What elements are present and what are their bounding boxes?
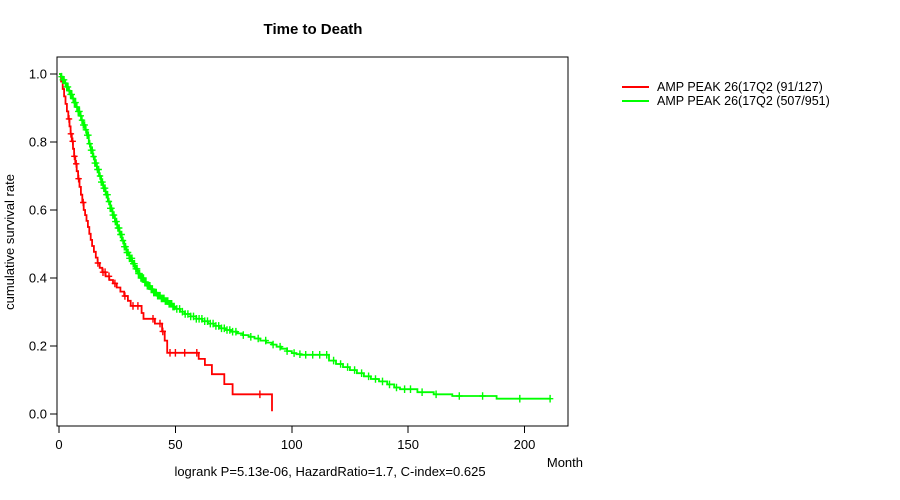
legend-item: AMP PEAK 26(17Q2 (507/951) [622,93,830,108]
x-axis-tick-label: 200 [514,437,536,452]
y-axis-tick-label: 0.6 [29,203,47,218]
y-axis-tick-label: 0.4 [29,271,47,286]
stats-annotation: logrank P=5.13e-06, HazardRatio=1.7, C-i… [174,464,486,479]
x-axis-tick-label: 0 [55,437,62,452]
legend-label: AMP PEAK 26(17Q2 (507/951) [657,93,830,108]
censor-marks-series-1 [65,115,264,399]
y-axis-label: cumulative survival rate [2,174,17,310]
x-axis-tick-label: 50 [168,437,182,452]
censor-marks-series-2 [58,72,554,403]
legend: AMP PEAK 26(17Q2 (91/127) AMP PEAK 26(17Q… [622,79,830,108]
y-axis-tick-label: 0.8 [29,135,47,150]
x-axis-label: Month [546,455,583,470]
x-axis-tick-label: 150 [397,437,419,452]
legend-item: AMP PEAK 26(17Q2 (91/127) [622,79,830,94]
km-curve-series-2 [59,73,551,400]
legend-label: AMP PEAK 26(17Q2 (91/127) [657,79,823,94]
plot-border [56,56,569,427]
y-axis-tick-label: 0.2 [29,339,47,354]
x-axis-tick-label: 100 [281,437,303,452]
km-curve-series-1 [59,73,273,412]
legend-line-swatch [622,85,649,88]
y-axis-tick-label: 1.0 [29,67,47,82]
legend-line-swatch [622,99,649,102]
chart-title: Time to Death [263,21,363,38]
y-axis-tick-label: 0.0 [29,407,47,422]
